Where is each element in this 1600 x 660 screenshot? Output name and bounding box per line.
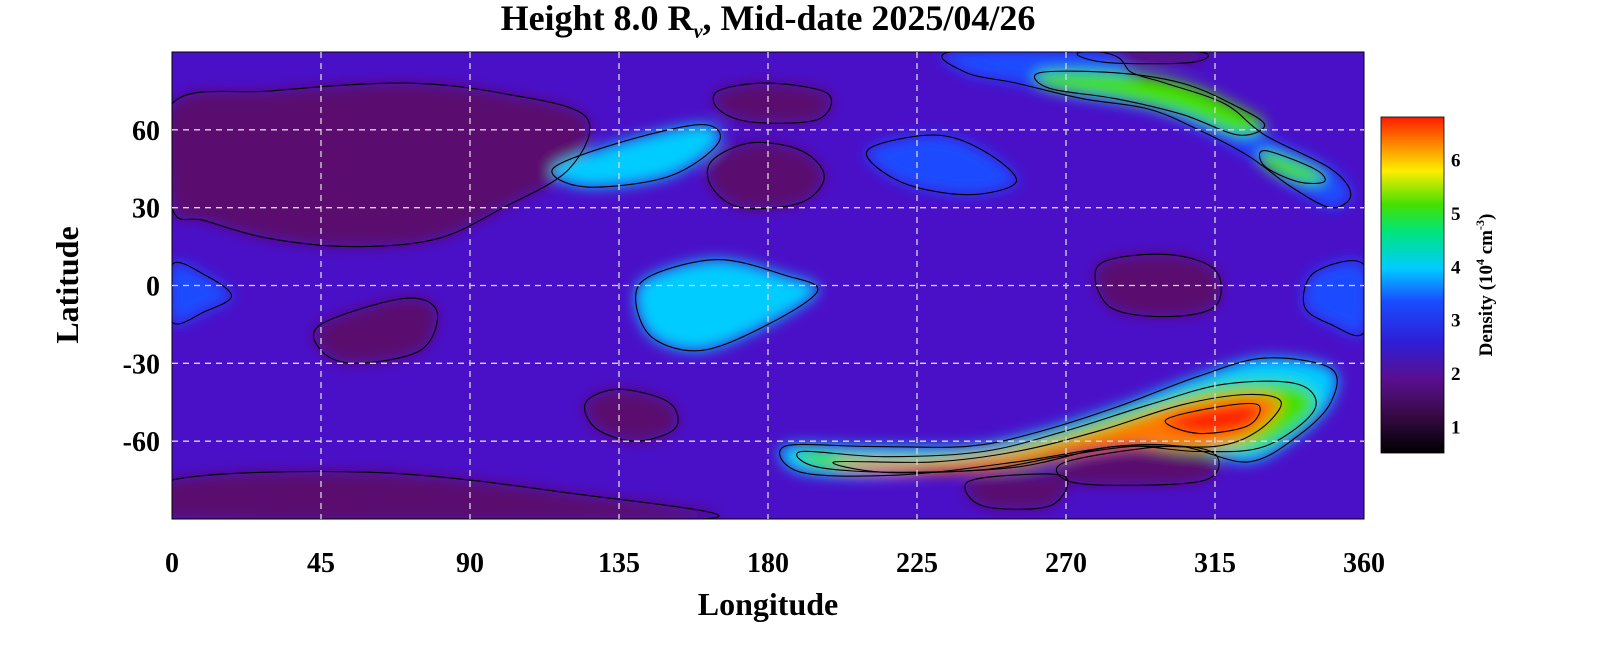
- colorbar-tick-label: 4: [1451, 257, 1461, 278]
- contour-high-north-235: [865, 134, 1017, 196]
- x-tick-label: 360: [1343, 548, 1385, 579]
- contour-low-north-west: [172, 82, 591, 248]
- density-region-low-north-west: [172, 83, 590, 247]
- y-axis-label: Latitude: [49, 226, 85, 343]
- y-tick-label: 30: [132, 194, 160, 225]
- density-region-low-equator-290: [1095, 254, 1222, 317]
- plot-area: [172, 52, 1364, 519]
- density-region-low-north-180: [713, 83, 832, 124]
- density-region-low-south-155: [584, 389, 679, 442]
- chart-title: Height 8.0 Rv, Mid-date 2025/04/26: [501, 0, 1036, 43]
- y-tick-label: 0: [146, 272, 160, 303]
- y-tick-label: -30: [123, 349, 160, 380]
- contour-low-north-175: [706, 141, 825, 210]
- density-region-red-core-south: [1165, 403, 1261, 434]
- x-tick-label: 0: [165, 548, 179, 579]
- x-tick-label: 45: [307, 548, 335, 579]
- x-tick-label: 90: [456, 548, 484, 579]
- contour-low-south-250: [964, 473, 1069, 510]
- density-region-high-equator-355: [1303, 260, 1364, 336]
- y-tick-label: 60: [132, 116, 160, 147]
- density-region-core-ridge-north-2: [1259, 150, 1326, 184]
- x-axis-label: Longitude: [698, 586, 838, 622]
- contour-red-core-south: [1164, 403, 1261, 435]
- contour-core-ridge-north-2: [1258, 150, 1326, 185]
- x-tick-label: 315: [1194, 548, 1236, 579]
- x-tick-label: 225: [896, 548, 938, 579]
- density-region-core-ridge-north-1: [1034, 71, 1265, 136]
- contour-high-equator-150: [635, 259, 819, 352]
- colorbar-tick-label: 6: [1451, 151, 1461, 172]
- contour-low-south-290: [1055, 445, 1220, 486]
- density-region-low-south-250: [964, 473, 1068, 510]
- density-region-yellow-band-south: [832, 394, 1282, 473]
- x-tick-label: 135: [598, 548, 640, 579]
- contour-low-south-far: [172, 470, 720, 519]
- colorbar-label: Density (104 cm-3): [1473, 214, 1497, 357]
- x-tick-label: 180: [747, 548, 789, 579]
- colorbar-tick-label: 1: [1451, 417, 1461, 438]
- density-region-high-north-235: [866, 135, 1017, 195]
- colorbar: [1380, 116, 1445, 454]
- colorbar-tick-label: 2: [1451, 364, 1461, 385]
- contour-low-pole-north: [1076, 52, 1209, 65]
- contour-low-north-180: [712, 82, 833, 124]
- density-region-low-north-175: [707, 142, 825, 209]
- contour-high-band-south: [779, 357, 1338, 477]
- density-region-low-south-290: [1056, 446, 1220, 486]
- density-region-high-equator-0: [172, 262, 232, 325]
- contour-high-equator-0: [172, 261, 233, 325]
- density-region-high-equator-150: [635, 259, 818, 351]
- density-region-low-south-far: [172, 471, 719, 519]
- colorbar-tick-label: 5: [1451, 204, 1461, 225]
- contour-core-ridge-north-1: [1033, 70, 1266, 136]
- x-tick-label: 270: [1045, 548, 1087, 579]
- colorbar-tick-label: 3: [1451, 311, 1461, 332]
- contour-low-south-155: [584, 388, 679, 442]
- y-tick-label: -60: [123, 427, 160, 458]
- contour-yellow-band-south: [832, 393, 1282, 474]
- contour-high-equator-355: [1302, 260, 1364, 337]
- density-region-high-north-145: [551, 124, 721, 188]
